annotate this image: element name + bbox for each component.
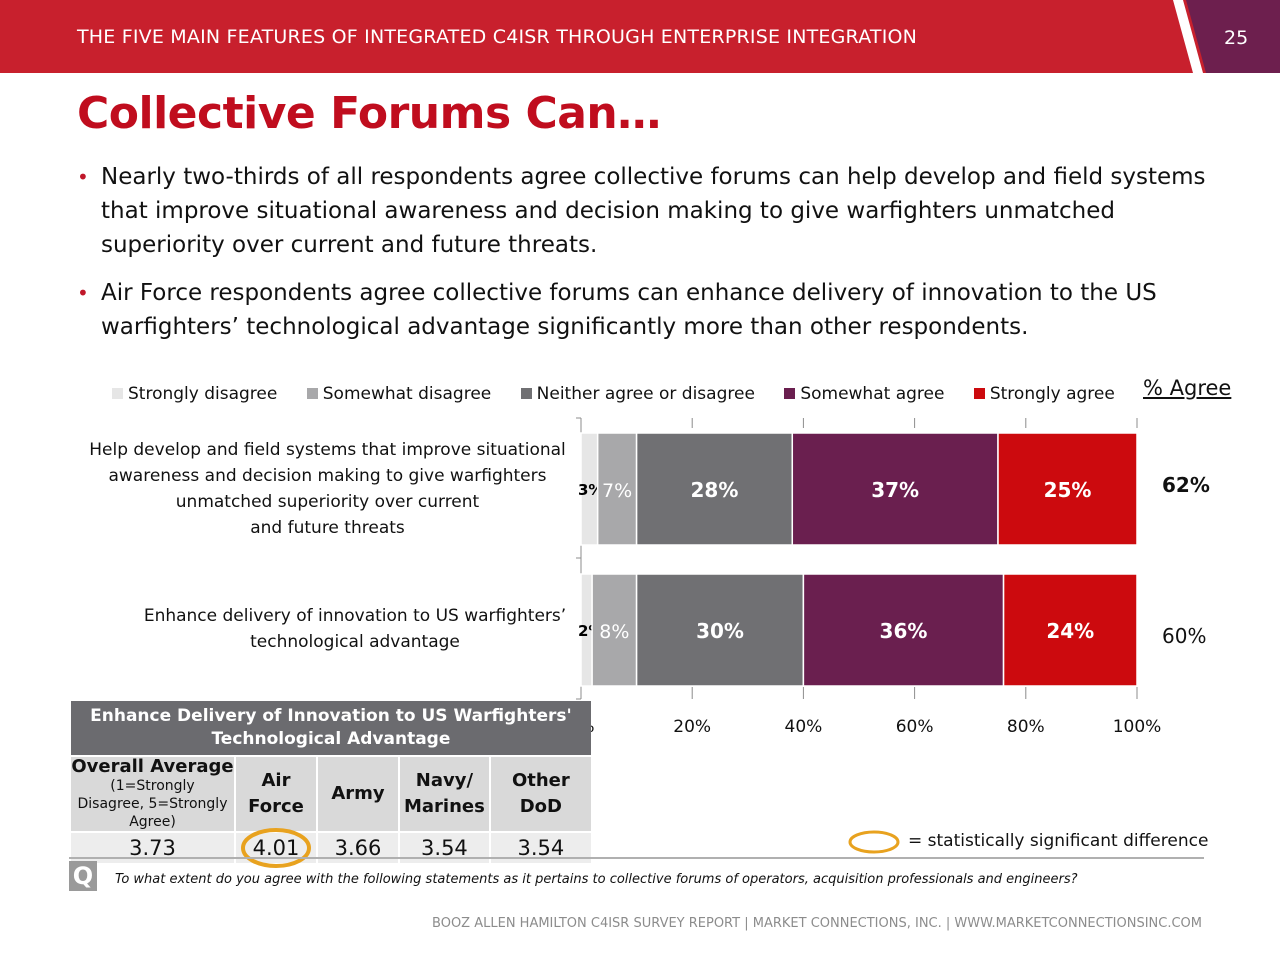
category-label: Help develop and field systems that impr… xyxy=(80,437,575,541)
bullet-list: • Nearly two-thirds of all respondents a… xyxy=(77,160,1227,358)
category-label-line: awareness and decision making to give wa… xyxy=(108,466,547,486)
bar-segment xyxy=(1002,573,1138,687)
header-banner: THE FIVE MAIN FEATURES OF INTEGRATED C4I… xyxy=(0,0,1280,73)
bar-data-label: 25% xyxy=(1044,478,1092,502)
pct-agree-value: 62% xyxy=(1162,473,1210,497)
survey-question: To what extent do you agree with the fol… xyxy=(115,872,1078,887)
bar-segment xyxy=(580,432,599,546)
bar-segment xyxy=(591,573,638,687)
bar-segment xyxy=(596,432,638,546)
header-background xyxy=(0,0,1280,73)
category-label-line: unmatched superiority over current xyxy=(175,492,480,512)
average-score-table: Enhance Delivery of Innovation to US War… xyxy=(69,699,593,868)
bar-segment xyxy=(580,573,593,687)
bullet-dot-icon: • xyxy=(77,165,89,189)
significance-note: = statistically significant difference xyxy=(908,831,1209,851)
pct-agree-title: % Agree xyxy=(1143,376,1232,400)
table-header-army: Army xyxy=(318,757,398,831)
legend-swatch-strongly-agree xyxy=(973,388,985,399)
divider-line xyxy=(69,857,1204,859)
bar-data-label: 2% xyxy=(578,622,603,640)
category-label-line: and future threats xyxy=(250,518,405,538)
x-axis-tick-label: 80% xyxy=(1007,717,1045,737)
bar-data-label: 36% xyxy=(880,619,928,643)
bullet-item: • Nearly two-thirds of all respondents a… xyxy=(77,160,1227,262)
table-header-air-force: Air Force xyxy=(236,757,316,831)
category-label: Enhance delivery of innovation to US war… xyxy=(130,603,580,655)
footer-text: BOOZ ALLEN HAMILTON C4ISR SURVEY REPORT … xyxy=(432,916,1202,931)
legend-item: Strongly agree xyxy=(973,384,1115,404)
legend-label: Strongly disagree xyxy=(128,384,278,404)
bar-segment xyxy=(997,432,1138,546)
bar-segment xyxy=(635,432,794,546)
category-label-line: Enhance delivery of innovation to US war… xyxy=(143,606,567,626)
bar-data-label: 7% xyxy=(602,480,632,502)
table-header-overall-scale: (1=Strongly Disagree, 5=Strongly Agree) xyxy=(77,778,228,830)
legend-item: Strongly disagree xyxy=(112,384,277,404)
header-purple-band xyxy=(1186,0,1280,73)
bar-data-label: 28% xyxy=(691,478,739,502)
legend-swatch-strongly-disagree xyxy=(112,388,123,399)
table-header-overall: Overall Average (1=Strongly Disagree, 5=… xyxy=(71,757,234,831)
legend-label: Neither agree or disagree xyxy=(536,384,755,404)
bar-data-label: 3% xyxy=(578,481,603,499)
table-cell-air-force-value: 4.01 xyxy=(252,836,300,860)
header-red-band xyxy=(0,0,1280,73)
legend-item: Somewhat agree xyxy=(784,384,944,404)
bullet-item: • Air Force respondents agree collective… xyxy=(77,276,1227,344)
header-divider-stripe xyxy=(1173,0,1203,73)
bar-data-label: 8% xyxy=(599,621,629,643)
bar-segment xyxy=(791,432,999,546)
bullet-dot-icon: • xyxy=(77,281,89,305)
legend-swatch-somewhat-agree xyxy=(784,388,796,399)
table-header-other-dod: Other DoD xyxy=(490,757,591,831)
bar-data-label: 37% xyxy=(871,478,919,502)
bar-segment xyxy=(802,573,1005,687)
legend-item: Somewhat disagree xyxy=(306,384,492,404)
category-label-line: Help develop and field systems that impr… xyxy=(89,440,566,460)
x-axis-tick-label: 20% xyxy=(673,717,711,737)
page-number: 25 xyxy=(1224,27,1249,49)
bullet-text: Nearly two-thirds of all respondents agr… xyxy=(101,164,1206,258)
table-header-navy-marines: Navy/ Marines xyxy=(400,757,489,831)
legend-label: Strongly agree xyxy=(989,384,1115,404)
pct-agree-value: 60% xyxy=(1162,624,1207,648)
significance-circle-icon xyxy=(848,830,900,854)
bar-data-label: 30% xyxy=(696,619,744,643)
slide-title: Collective Forums Can… xyxy=(77,88,661,139)
question-marker-icon: Q xyxy=(69,861,97,891)
legend-swatch-neither xyxy=(520,388,532,399)
header-title: THE FIVE MAIN FEATURES OF INTEGRATED C4I… xyxy=(77,26,918,48)
table-title: Enhance Delivery of Innovation to US War… xyxy=(71,701,591,755)
bar-segment xyxy=(635,573,805,687)
category-label-line: technological advantage xyxy=(250,632,460,652)
bar-data-label: 24% xyxy=(1046,619,1094,643)
x-axis-tick-label: 60% xyxy=(896,717,934,737)
x-axis-tick-label: 100% xyxy=(1113,717,1162,737)
significance-highlight-circle xyxy=(241,828,311,868)
legend-label: Somewhat disagree xyxy=(322,384,492,404)
legend-label: Somewhat agree xyxy=(800,384,945,404)
table-header-overall-label: Overall Average xyxy=(71,756,234,777)
significance-legend: = statistically significant difference xyxy=(848,828,1208,858)
legend-swatch-somewhat-disagree xyxy=(306,388,318,399)
bullet-text: Air Force respondents agree collective f… xyxy=(101,280,1157,340)
chart-legend: Strongly disagree Somewhat disagree Neit… xyxy=(112,384,1115,408)
legend-item: Neither agree or disagree xyxy=(520,384,755,404)
x-axis-tick-label: 40% xyxy=(785,717,823,737)
